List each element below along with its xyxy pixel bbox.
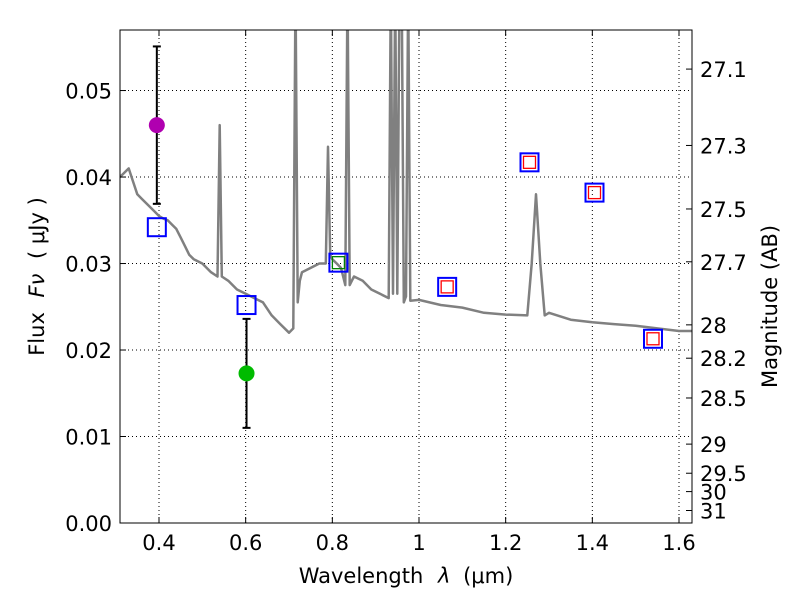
- y-tick-label: 0.04: [65, 166, 112, 190]
- grid-layer: [120, 30, 692, 523]
- x-tick-label: 1.2: [489, 531, 522, 555]
- tick-layer: 0.4 0.6 0.8 1 1.2 1.4 1.6 0.00 0.01 0.02 0.03 0.04 0…: [65, 30, 747, 555]
- x-tick-label: 0.4: [142, 531, 175, 555]
- model-band-square: [328, 252, 349, 273]
- model-band-square: [437, 276, 458, 297]
- axes-frame: [119, 29, 693, 524]
- magnitude-tick-label: 27.7: [700, 251, 747, 275]
- y-tick-label: 0.03: [65, 253, 112, 277]
- magnitude-tick-label: 28.2: [700, 347, 747, 371]
- x-axis-label-unit: (μm): [463, 564, 513, 588]
- x-tick-label: 1.6: [662, 531, 695, 555]
- green-band-square: [331, 256, 346, 270]
- x-axis-label-symbol: λ: [437, 564, 450, 588]
- magnitude-tick-label: 27.5: [700, 198, 747, 222]
- red-band-square: [440, 280, 454, 294]
- detection-point: [238, 365, 255, 382]
- model-band-square: [519, 152, 540, 173]
- magnitude-tick-label: 29: [700, 433, 727, 457]
- marker-layer: [146, 45, 663, 429]
- model-band-square: [146, 217, 167, 238]
- y-tick-label: 0.00: [65, 512, 112, 536]
- red-band-square: [522, 155, 537, 169]
- model-band-square: [236, 295, 257, 316]
- y-axis-label-prefix: Flux: [25, 312, 49, 356]
- y-tick-label: 0.02: [65, 339, 112, 363]
- model-band-square: [584, 182, 605, 203]
- x-tick-label: 0.6: [229, 531, 262, 555]
- detection-point: [148, 117, 165, 134]
- x-axis-label-prefix: Wavelength: [299, 564, 424, 588]
- magnitude-tick-label: 27.3: [700, 134, 747, 158]
- y-tick-label: 0.01: [65, 426, 112, 450]
- spectrum-layer: [120, 30, 692, 334]
- y-axis-label-unit: ( μJy ): [25, 197, 49, 259]
- x-axis-label: Wavelength λ (μm): [299, 564, 514, 588]
- y-axis-label-symbol: Fν: [25, 273, 49, 297]
- red-band-square: [646, 332, 660, 346]
- y-axis-label: Flux Fν ( μJy ): [25, 197, 49, 356]
- magnitude-tick-label: 28.5: [700, 387, 747, 411]
- spectrum-line: [120, 30, 692, 334]
- y-tick-label: 0.05: [65, 80, 112, 104]
- magnitude-tick-label: 28: [700, 314, 727, 338]
- magnitude-tick-label: 27.1: [700, 58, 747, 82]
- red-band-square: [587, 185, 602, 200]
- x-tick-label: 1.4: [576, 531, 609, 555]
- magnitude-axis-label: Magnitude (AB): [758, 225, 782, 388]
- model-band-square: [643, 328, 663, 349]
- magnitude-tick-label: 31: [700, 499, 727, 523]
- magnitude-tick-label: 30: [700, 481, 727, 505]
- x-tick-label: 0.8: [316, 531, 349, 555]
- magnitude-tick-label: 29.5: [700, 462, 747, 486]
- x-tick-label: 1: [412, 531, 425, 555]
